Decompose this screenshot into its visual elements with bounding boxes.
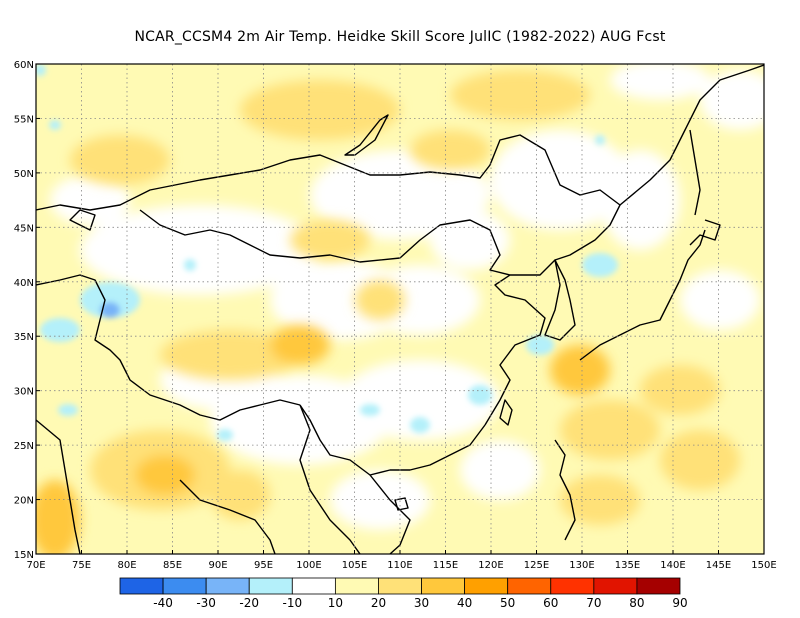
lon-tick-label: 85E bbox=[163, 560, 182, 571]
lat-tick-label: 60N bbox=[14, 60, 34, 71]
skill-shading-orange bbox=[36, 70, 740, 554]
lon-tick-label: 70E bbox=[26, 560, 45, 571]
colorbar-label: 70 bbox=[586, 596, 601, 610]
lon-tick-label: 80E bbox=[117, 560, 136, 571]
colorbar-swatch bbox=[248, 577, 293, 595]
colorbar-swatch bbox=[593, 577, 638, 595]
coastline-borders bbox=[36, 64, 764, 554]
lon-tick-label: 115E bbox=[433, 560, 458, 571]
lon-tick-label: 130E bbox=[569, 560, 594, 571]
colorbar: -40 -30 -20 -10 10 20 30 40 50 60 70 80 90 bbox=[119, 577, 688, 610]
lon-tick-label: 145E bbox=[706, 560, 731, 571]
lon-tick-label: 75E bbox=[72, 560, 91, 571]
longitude-axis: 70E 75E 80E 85E 90E 95E 100E 105E 110E 115E 120E 12… bbox=[26, 550, 777, 571]
colorbar-label: 10 bbox=[328, 596, 343, 610]
colorbar-label: -10 bbox=[283, 596, 303, 610]
colorbar-swatch bbox=[507, 577, 552, 595]
lon-tick-label: 110E bbox=[387, 560, 412, 571]
colorbar-swatch bbox=[550, 577, 595, 595]
colorbar-swatch bbox=[636, 577, 681, 595]
lon-tick-label: 105E bbox=[342, 560, 367, 571]
lat-tick-label: 55N bbox=[14, 114, 34, 125]
colorbar-label: 30 bbox=[414, 596, 429, 610]
colorbar-swatch bbox=[119, 577, 164, 595]
colorbar-label: -30 bbox=[196, 596, 216, 610]
colorbar-label: -20 bbox=[239, 596, 259, 610]
lon-tick-label: 95E bbox=[254, 560, 273, 571]
colorbar-label: 80 bbox=[629, 596, 644, 610]
lat-tick-label: 45N bbox=[14, 223, 34, 234]
colorbar-label: 20 bbox=[371, 596, 386, 610]
lon-tick-label: 120E bbox=[478, 560, 503, 571]
lon-tick-label: 135E bbox=[615, 560, 640, 571]
lat-tick-label: 30N bbox=[14, 387, 34, 398]
lon-tick-label: 100E bbox=[296, 560, 321, 571]
lon-tick-label: 140E bbox=[660, 560, 685, 571]
colorbar-label: 50 bbox=[500, 596, 515, 610]
colorbar-swatch bbox=[464, 577, 509, 595]
colorbar-swatch bbox=[421, 577, 466, 595]
colorbar-label: 60 bbox=[543, 596, 558, 610]
lon-tick-label: 90E bbox=[208, 560, 227, 571]
colorbar-label: -40 bbox=[153, 596, 173, 610]
colorbar-label: 90 bbox=[672, 596, 687, 610]
lat-tick-label: 25N bbox=[14, 441, 34, 452]
lon-tick-label: 150E bbox=[751, 560, 776, 571]
lat-tick-label: 35N bbox=[14, 332, 34, 343]
colorbar-label: 40 bbox=[457, 596, 472, 610]
lat-tick-label: 15N bbox=[14, 550, 34, 561]
map-title: NCAR_CCSM4 2m Air Temp. Heidke Skill Sco… bbox=[134, 29, 666, 45]
colorbar-swatch bbox=[162, 577, 207, 595]
lon-tick-label: 125E bbox=[524, 560, 549, 571]
lat-tick-label: 20N bbox=[14, 496, 34, 507]
map-grid bbox=[36, 64, 764, 554]
colorbar-swatch bbox=[334, 577, 379, 595]
colorbar-swatch bbox=[291, 577, 336, 595]
lat-tick-label: 40N bbox=[14, 278, 34, 289]
lat-tick-label: 50N bbox=[14, 169, 34, 180]
map-area bbox=[36, 64, 764, 554]
colorbar-swatch bbox=[205, 577, 250, 595]
latitude-axis: 60N 55N 50N 45N 40N 35N 30N 25N 20N 15N bbox=[14, 60, 40, 561]
colorbar-swatch bbox=[378, 577, 422, 595]
